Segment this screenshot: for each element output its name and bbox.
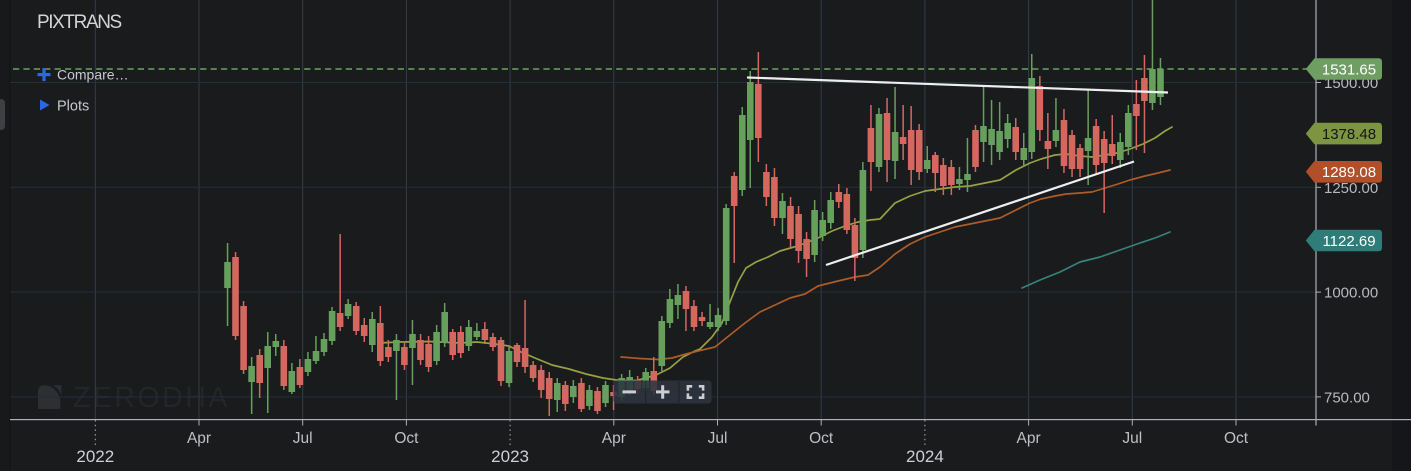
svg-text:1378.48: 1378.48 [1322, 126, 1376, 143]
svg-text:1531.65: 1531.65 [1322, 61, 1376, 78]
svg-text:2023: 2023 [491, 447, 529, 466]
svg-text:1122.69: 1122.69 [1322, 233, 1375, 250]
svg-text:ZERODHA: ZERODHA [73, 382, 230, 414]
svg-text:Apr: Apr [187, 430, 211, 447]
svg-text:1000.00: 1000.00 [1324, 285, 1378, 302]
svg-text:Jul: Jul [1122, 430, 1142, 447]
svg-text:Oct: Oct [394, 430, 419, 447]
svg-text:Oct: Oct [1224, 430, 1249, 447]
svg-text:PIXTRANS: PIXTRANS [37, 12, 122, 33]
svg-text:Compare…: Compare… [57, 67, 129, 83]
svg-text:Oct: Oct [809, 430, 834, 447]
svg-text:1250.00: 1250.00 [1324, 180, 1378, 197]
svg-text:Jul: Jul [293, 430, 313, 447]
svg-text:Plots: Plots [57, 99, 89, 115]
svg-text:2022: 2022 [76, 447, 114, 466]
svg-text:Apr: Apr [602, 430, 626, 447]
svg-text:1289.08: 1289.08 [1322, 164, 1376, 181]
svg-text:2024: 2024 [906, 447, 944, 466]
svg-text:Apr: Apr [1017, 430, 1041, 447]
svg-text:750.00: 750.00 [1324, 389, 1370, 406]
svg-text:Jul: Jul [708, 430, 728, 447]
